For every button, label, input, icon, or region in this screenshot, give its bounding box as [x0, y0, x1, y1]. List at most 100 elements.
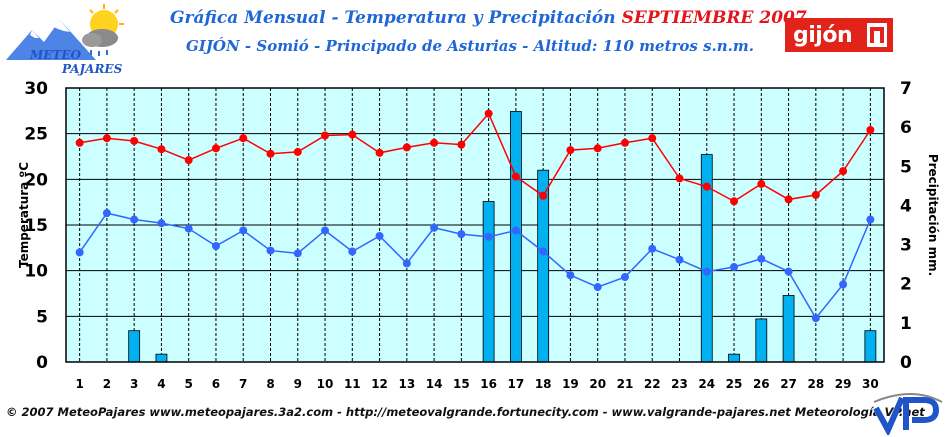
- precipitation-bar: [782, 295, 795, 363]
- x-tick-label: 28: [807, 377, 824, 391]
- y-right-tick-label: 3: [900, 236, 912, 256]
- y-right-tick-label: 2: [900, 275, 912, 295]
- max-temp-point: [593, 144, 602, 153]
- x-tick-label: 24: [698, 377, 715, 391]
- min-temp-point: [675, 255, 684, 264]
- chart-subtitle: GIJÓN - Somió - Principado de Asturias -…: [186, 37, 754, 55]
- x-tick-label: 30: [862, 377, 879, 391]
- y-left-tick-label: 10: [24, 262, 48, 282]
- y-left-tick-label: 5: [36, 307, 48, 327]
- max-temp-point: [702, 182, 711, 191]
- min-temp-point: [293, 249, 302, 258]
- x-tick-label: 23: [671, 377, 688, 391]
- y-left-tick-label: 25: [24, 125, 48, 145]
- y-left-tick-label: 15: [24, 216, 48, 236]
- precipitation-bar: [864, 330, 877, 363]
- precipitation-bar: [155, 353, 168, 363]
- y-right-tick-label: 7: [900, 79, 912, 99]
- min-temp-point: [348, 247, 357, 256]
- max-temp-point: [620, 138, 629, 147]
- x-tick-label: 5: [185, 377, 193, 391]
- tick-labels: 1 2 3 4 5 6 7 8 9 10 11 12 13 14 15 16 17 18 19 20 21 22 23 24 2…: [24, 79, 912, 391]
- gijon-mark-icon: [867, 23, 887, 47]
- min-temp-point: [730, 263, 739, 272]
- y-left-tick-label: 30: [24, 79, 48, 99]
- x-tick-label: 19: [562, 377, 579, 391]
- plot-border: [65, 87, 885, 363]
- logo-line1: METEO: [30, 48, 81, 62]
- x-tick-label: 4: [157, 377, 165, 391]
- max-temp-point: [757, 179, 766, 188]
- x-tick-label: 26: [753, 377, 770, 391]
- min-temp-point: [402, 259, 411, 268]
- max-temp-point: [648, 134, 657, 143]
- max-temp-point: [675, 174, 684, 183]
- x-tick-label: 1: [75, 377, 83, 391]
- chart-title-text: Gráfica Mensual - Temperatura y Precipit…: [170, 8, 616, 28]
- precipitation-bar: [509, 111, 522, 363]
- max-temp-point: [457, 140, 466, 149]
- precipitation-bar: [482, 201, 495, 363]
- x-tick-label: 29: [835, 377, 852, 391]
- x-tick-label: 21: [617, 377, 634, 391]
- min-temp-point: [130, 215, 139, 224]
- max-temp-point: [375, 148, 384, 157]
- precipitation-bar: [728, 353, 740, 363]
- min-temp-line: [79, 212, 872, 320]
- max-temp-point: [730, 197, 739, 206]
- min-temp-point: [484, 232, 493, 241]
- min-temp-point: [457, 230, 466, 239]
- min-temp-point: [757, 254, 766, 263]
- max-temp-point: [839, 167, 848, 176]
- left-axis-title: Temperatura ºC: [17, 161, 32, 269]
- max-temp-point: [566, 146, 575, 155]
- min-temp-point: [321, 226, 330, 235]
- max-temp-point: [239, 134, 248, 143]
- x-tick-label: 8: [266, 377, 274, 391]
- temperature-lines: [75, 109, 875, 323]
- y-right-tick-label: 6: [900, 118, 912, 138]
- min-temp-point: [211, 242, 220, 251]
- max-temp-point: [348, 130, 357, 139]
- min-temp-point: [866, 215, 875, 224]
- gijon-logo-text: gijón: [793, 22, 853, 48]
- max-temp-point: [321, 131, 330, 140]
- max-temp-point: [157, 145, 166, 154]
- y-right-tick-label: 1: [900, 314, 912, 334]
- x-tick-label: 17: [508, 377, 525, 391]
- x-tick-label: 16: [480, 377, 497, 391]
- min-temp-point: [566, 271, 575, 280]
- x-tick-label: 3: [130, 377, 138, 391]
- min-temp-point: [620, 273, 629, 282]
- gijon-logo: gijón: [785, 18, 893, 52]
- x-tick-label: 12: [371, 377, 388, 391]
- min-temp-point: [648, 244, 657, 253]
- min-temp-point: [811, 314, 820, 323]
- max-temp-point: [811, 190, 820, 199]
- logo-line2: PAJARES: [62, 62, 123, 76]
- footer-credits: © 2007 MeteoPajares www.meteopajares.3a2…: [6, 405, 925, 419]
- min-temp-point: [102, 209, 111, 218]
- min-temp-point: [239, 226, 248, 235]
- max-temp-point: [130, 136, 139, 145]
- max-temp-line: [79, 112, 871, 203]
- max-temp-point: [75, 138, 84, 147]
- max-temp-point: [293, 147, 302, 156]
- precipitation-bar: [755, 318, 768, 363]
- max-temp-point: [266, 149, 275, 158]
- min-temp-point: [375, 231, 384, 240]
- x-tick-label: 10: [317, 377, 334, 391]
- mountain-sun-icon: [6, 4, 124, 60]
- meteopajares-logo: METEO PAJARES: [4, 2, 134, 80]
- x-tick-label: 20: [589, 377, 606, 391]
- min-temp-point: [266, 246, 275, 255]
- min-temp-point: [784, 267, 793, 276]
- min-temp-point: [75, 248, 84, 257]
- min-temp-point: [511, 226, 520, 235]
- precipitation-bar: [128, 330, 141, 363]
- max-temp-point: [484, 109, 493, 118]
- x-tick-label: 15: [453, 377, 470, 391]
- min-temp-point: [839, 280, 848, 289]
- min-temp-point: [593, 283, 602, 292]
